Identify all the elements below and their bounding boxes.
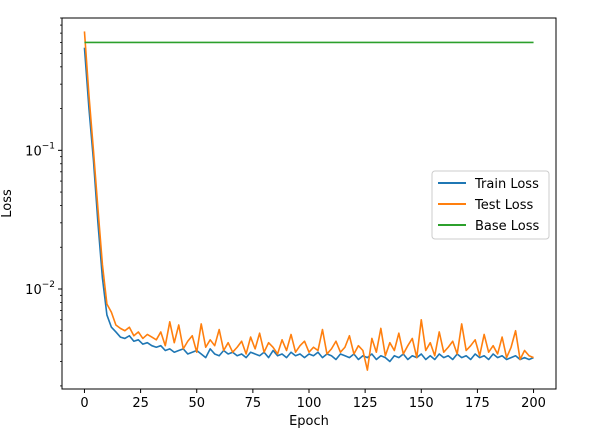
legend-item-base: Base Loss	[438, 219, 540, 234]
x-tick-label: 150	[409, 396, 434, 411]
x-tick-label: 175	[465, 396, 490, 411]
series-layer	[83, 31, 534, 371]
series-line-test-loss	[83, 31, 534, 371]
x-tick-label: 50	[188, 396, 205, 411]
legend-label-train-loss: Train Loss	[474, 177, 539, 192]
x-tick-label: 0	[80, 396, 88, 411]
x-tick-label: 25	[132, 396, 149, 411]
x-tick-label: 125	[353, 396, 378, 411]
x-tick-label: 100	[297, 396, 322, 411]
x-axis-label: Epoch	[289, 414, 329, 429]
x-tick-label: 200	[521, 396, 546, 411]
legend-label-test-loss: Test Loss	[474, 198, 533, 213]
legend: Train Loss Test Loss Base Loss	[431, 170, 550, 240]
legend-box	[431, 170, 550, 240]
legend-item-train: Train Loss	[438, 177, 539, 192]
legend-item-test: Test Loss	[438, 198, 533, 213]
x-axis: 0 25 50 75 100 125 150 175 200	[80, 389, 546, 411]
y-tick-label: 10−1	[25, 141, 55, 159]
legend-label-base-loss: Base Loss	[475, 219, 540, 234]
y-tick-label: 10−2	[25, 280, 55, 298]
x-tick-label: 75	[245, 396, 262, 411]
y-axis-label: Loss	[0, 189, 15, 218]
series-line-train-loss	[83, 47, 534, 363]
y-axis: 10−2 10−1	[25, 17, 62, 387]
